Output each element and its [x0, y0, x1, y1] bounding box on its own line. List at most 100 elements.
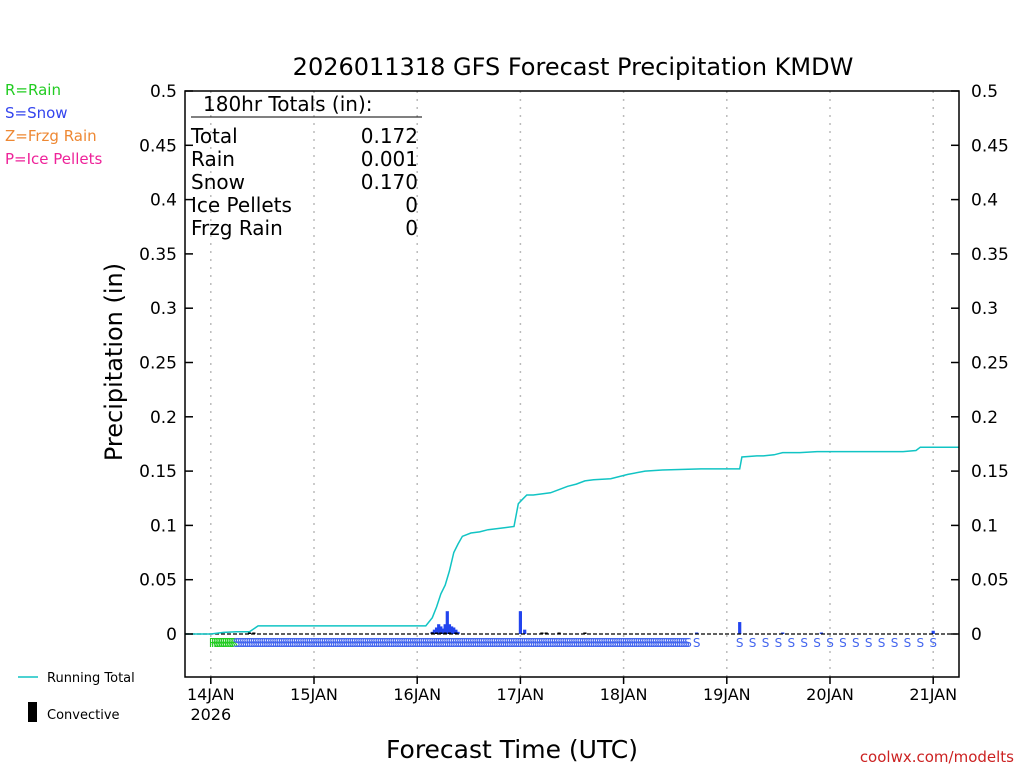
type-marker-223: S — [736, 636, 744, 650]
convective-bar-11 — [583, 632, 587, 634]
x-tick-label-5: 19JAN — [703, 685, 751, 704]
snow-bar-5 — [441, 628, 445, 634]
type-marker-154: S — [540, 636, 548, 650]
type-marker-39: S — [293, 636, 301, 650]
type-marker-137: S — [504, 636, 512, 650]
y-tick-label-right-10: 0.5 — [971, 82, 998, 102]
type-marker-229: S — [813, 636, 821, 650]
type-marker-161: S — [555, 636, 563, 650]
snow-bar-4 — [439, 626, 443, 634]
type-marker-18: S — [248, 636, 256, 650]
type-marker-25: S — [263, 636, 271, 650]
chart-title: 2026011318 GFS Forecast Precipitation KM… — [293, 53, 854, 81]
type-marker-84: S — [390, 636, 398, 650]
type-marker-49: S — [314, 636, 322, 650]
type-marker-89: S — [400, 636, 408, 650]
type-marker-214: S — [669, 636, 677, 650]
type-marker-79: S — [379, 636, 387, 650]
type-marker-159: S — [551, 636, 559, 650]
type-marker-144: S — [519, 636, 527, 650]
type-marker-7: R — [224, 636, 232, 650]
totals-total-label: Total — [190, 124, 238, 148]
type-marker-164: S — [562, 636, 570, 650]
totals-ice-pellets-label: Ice Pellets — [191, 193, 292, 217]
type-marker-22: S — [256, 636, 264, 650]
type-marker-127: S — [482, 636, 490, 650]
precipitation-bars — [247, 611, 935, 634]
type-marker-74: S — [368, 636, 376, 650]
type-marker-8: R — [226, 636, 234, 650]
type-marker-27: S — [267, 636, 275, 650]
snow-bar-3 — [437, 624, 441, 634]
type-marker-153: S — [538, 636, 546, 650]
type-marker-125: S — [478, 636, 486, 650]
convective-bar-4 — [439, 632, 443, 634]
type-marker-215: S — [671, 636, 679, 650]
snow-bar-6 — [443, 624, 447, 634]
type-marker-97: S — [418, 636, 426, 650]
snow-bar-13 — [518, 611, 522, 634]
type-marker-212: S — [665, 636, 673, 650]
type-marker-104: S — [433, 636, 441, 650]
type-marker-99: S — [422, 636, 430, 650]
type-marker-172: S — [579, 636, 587, 650]
y-tick-label-right-9: 0.45 — [971, 136, 1009, 156]
type-marker-207: S — [654, 636, 662, 650]
type-marker-16: S — [244, 636, 252, 650]
type-marker-106: S — [437, 636, 445, 650]
type-marker-70: S — [360, 636, 368, 650]
type-marker-181: S — [598, 636, 606, 650]
type-marker-10: R — [230, 636, 238, 650]
type-marker-62: S — [342, 636, 350, 650]
type-marker-100: S — [424, 636, 432, 650]
type-marker-234: S — [878, 636, 886, 650]
type-marker-13: S — [237, 636, 245, 650]
type-marker-93: S — [409, 636, 417, 650]
type-marker-14: S — [239, 636, 247, 650]
type-marker-11: S — [233, 636, 241, 650]
type-marker-206: S — [652, 636, 660, 650]
type-marker-34: S — [282, 636, 290, 650]
convective-bar-1 — [252, 632, 256, 634]
convective-bar-7 — [454, 632, 458, 634]
y-tick-label-left-1: 0.05 — [139, 571, 177, 591]
type-marker-151: S — [534, 636, 542, 650]
type-marker-48: S — [312, 636, 320, 650]
snow-bar-12 — [456, 631, 460, 634]
convective-bar-6 — [447, 632, 452, 634]
type-marker-174: S — [583, 636, 591, 650]
type-marker-180: S — [596, 636, 604, 650]
snow-bar-19 — [931, 630, 935, 634]
snow-bar-2 — [434, 627, 439, 634]
type-marker-117: S — [461, 636, 469, 650]
type-marker-193: S — [624, 636, 632, 650]
y-tick-label-left-4: 0.2 — [150, 408, 177, 428]
type-marker-76: S — [373, 636, 381, 650]
type-marker-51: S — [319, 636, 327, 650]
type-marker-236: S — [904, 636, 912, 650]
y-tick-label-right-3: 0.15 — [971, 462, 1009, 482]
type-marker-94: S — [411, 636, 419, 650]
snow-bar-9 — [450, 626, 454, 634]
type-marker-141: S — [512, 636, 520, 650]
type-marker-132: S — [493, 636, 501, 650]
type-marker-56: S — [330, 636, 338, 650]
type-marker-202: S — [643, 636, 651, 650]
type-legend: R=Rain S=Snow Z=Frzg Rain P=Ice Pellets — [5, 81, 102, 168]
type-marker-184: S — [605, 636, 613, 650]
type-marker-55: S — [327, 636, 335, 650]
type-marker-112: S — [450, 636, 458, 650]
type-marker-64: S — [347, 636, 355, 650]
type-marker-189: S — [615, 636, 623, 650]
type-marker-108: S — [441, 636, 449, 650]
type-marker-20: S — [252, 636, 260, 650]
convective-bar-5 — [443, 632, 447, 634]
type-marker-156: S — [545, 636, 553, 650]
y-tick-label-right-5: 0.25 — [971, 354, 1009, 374]
type-marker-123: S — [474, 636, 482, 650]
y-axis-label: Precipitation (in) — [100, 263, 128, 461]
type-marker-54: S — [325, 636, 333, 650]
type-marker-235: S — [891, 636, 899, 650]
type-marker-131: S — [491, 636, 499, 650]
